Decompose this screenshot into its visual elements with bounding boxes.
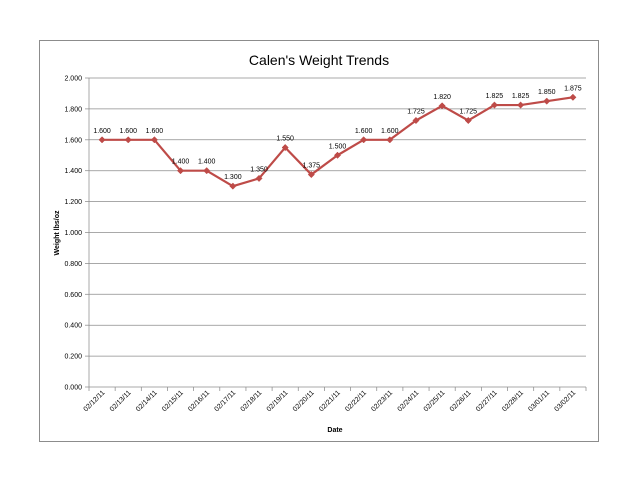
y-tick-label: 0.800 <box>64 261 82 268</box>
x-tick-label: 02/19/11 <box>266 389 290 413</box>
data-label: 1.550 <box>276 136 294 143</box>
x-tick-label: 02/27/11 <box>475 389 499 413</box>
x-tick-label: 02/28/11 <box>501 389 525 413</box>
data-label: 1.725 <box>407 108 425 115</box>
data-point <box>203 167 211 175</box>
x-tick-label: 02/15/11 <box>161 389 185 413</box>
data-point <box>490 101 499 109</box>
y-tick-label: 0.200 <box>64 354 82 361</box>
x-axis-title: Date <box>327 427 342 434</box>
data-label: 1.600 <box>355 128 373 135</box>
data-label: 1.600 <box>146 128 164 135</box>
x-tick-label: 02/22/11 <box>344 389 368 413</box>
data-point <box>386 136 394 144</box>
line-chart: Calen's Weight Trends Date Weight lbs/oz… <box>54 52 587 434</box>
data-point <box>360 136 368 144</box>
data-label: 1.820 <box>433 94 451 101</box>
data-point <box>98 136 106 144</box>
plot-layer: 0.000 0.200 0.400 0.600 0.800 1.000 1.200 1.400… <box>64 76 587 413</box>
data-point <box>307 171 315 179</box>
data-point <box>517 101 525 109</box>
data-point <box>438 102 446 110</box>
y-tick-label: 1.200 <box>64 199 82 206</box>
data-label: 1.875 <box>564 85 582 92</box>
y-tick-label: 2.000 <box>64 76 82 83</box>
y-tick-label: 1.600 <box>64 137 82 144</box>
x-tick-label: 02/25/11 <box>423 389 447 413</box>
y-tick-label: 1.000 <box>64 230 82 237</box>
data-label: 1.600 <box>93 128 111 135</box>
x-tick-label: 02/18/11 <box>240 389 264 413</box>
data-label: 1.600 <box>119 128 137 135</box>
series-line <box>102 96 574 188</box>
x-tick-label: 02/24/11 <box>397 389 421 413</box>
x-tick-label: 02/23/11 <box>370 389 394 413</box>
data-label: 1.825 <box>486 93 504 100</box>
chart-area: Calen's Weight Trends Date Weight lbs/oz… <box>39 40 599 442</box>
chart-title: Calen's Weight Trends <box>249 52 389 68</box>
y-tick-label: 0.400 <box>64 323 82 330</box>
x-tick-label: 02/13/11 <box>109 389 133 413</box>
data-label: 1.350 <box>250 166 268 173</box>
data-point <box>569 93 577 101</box>
data-label: 1.825 <box>512 93 530 100</box>
y-tick-label: 0.600 <box>64 292 82 299</box>
x-tick-label: 02/26/11 <box>449 389 473 413</box>
y-tick-label: 0.000 <box>64 385 82 392</box>
y-tick-label: 1.800 <box>64 106 82 113</box>
data-point <box>464 116 472 125</box>
data-point <box>255 174 263 182</box>
x-tick-label: 02/21/11 <box>318 389 342 413</box>
data-point <box>124 136 132 144</box>
data-label: 1.850 <box>538 89 556 96</box>
x-tick-label: 02/20/11 <box>292 389 316 413</box>
data-label: 1.600 <box>381 128 399 135</box>
data-label: 1.400 <box>172 159 190 166</box>
data-point <box>229 182 237 190</box>
data-label: 1.300 <box>224 174 242 181</box>
y-tick-label: 1.400 <box>64 168 82 175</box>
x-tick-label: 03/01/11 <box>527 389 551 413</box>
x-tick-label: 03/02/11 <box>553 389 577 413</box>
y-axis-title: Weight lbs/oz <box>54 210 61 255</box>
data-point <box>333 151 342 159</box>
data-label: 1.400 <box>198 159 216 166</box>
x-tick-label: 02/16/11 <box>187 389 211 413</box>
data-label: 1.375 <box>303 163 321 170</box>
x-tick-label: 02/17/11 <box>213 389 237 413</box>
data-point <box>150 136 158 144</box>
data-label: 1.725 <box>460 108 478 115</box>
data-point <box>281 143 289 152</box>
x-tick-label: 02/14/11 <box>135 389 159 413</box>
data-point <box>412 116 420 125</box>
data-point <box>176 167 185 175</box>
x-tick-label: 02/12/11 <box>83 389 107 413</box>
data-label: 1.500 <box>329 143 347 150</box>
data-point <box>543 97 551 105</box>
